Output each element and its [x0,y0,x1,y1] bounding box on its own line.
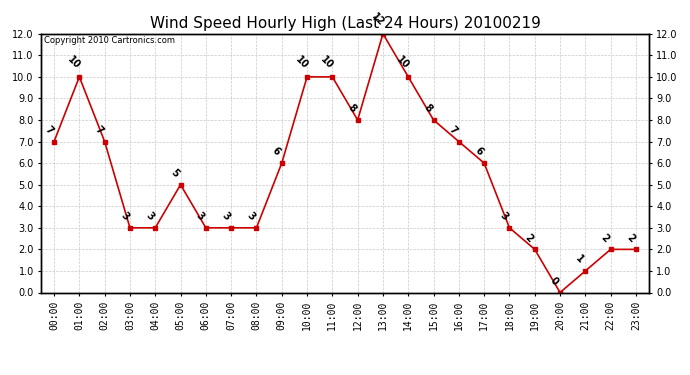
Text: 7: 7 [43,124,55,136]
Text: Copyright 2010 Cartronics.com: Copyright 2010 Cartronics.com [44,36,175,45]
Text: 0: 0 [549,275,560,287]
Text: 7: 7 [447,124,460,136]
Text: 3: 3 [245,210,257,222]
Text: 5: 5 [169,167,181,179]
Text: 8: 8 [422,102,434,114]
Text: 10: 10 [293,55,310,71]
Text: 10: 10 [66,55,82,71]
Text: 12: 12 [369,12,386,28]
Text: 2: 2 [599,232,611,244]
Text: 7: 7 [93,124,105,136]
Text: 2: 2 [523,232,535,244]
Text: 10: 10 [395,55,411,71]
Text: 3: 3 [195,210,206,222]
Text: 3: 3 [219,210,232,222]
Text: 1: 1 [574,254,586,266]
Text: 6: 6 [473,146,484,158]
Text: 8: 8 [346,102,358,114]
Text: 3: 3 [119,210,130,222]
Text: 10: 10 [319,55,335,71]
Text: 2: 2 [624,232,636,244]
Text: 6: 6 [270,146,282,158]
Text: 3: 3 [144,210,156,222]
Title: Wind Speed Hourly High (Last 24 Hours) 20100219: Wind Speed Hourly High (Last 24 Hours) 2… [150,16,540,31]
Text: 3: 3 [498,210,510,222]
